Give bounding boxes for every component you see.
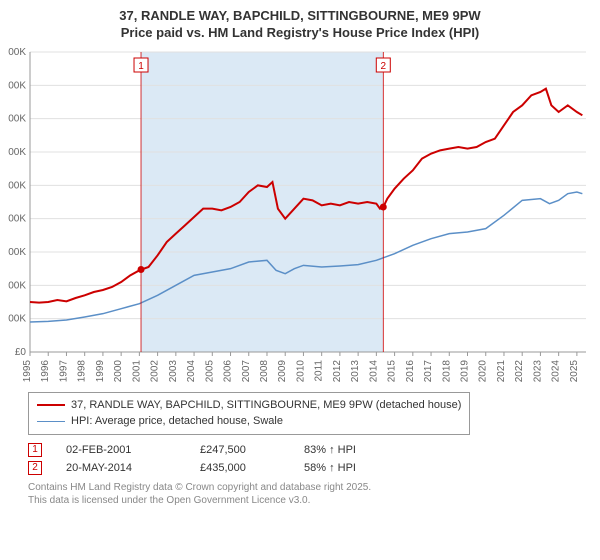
svg-text:1999: 1999 (95, 359, 106, 382)
svg-text:2012: 2012 (332, 359, 343, 382)
svg-text:2019: 2019 (460, 359, 471, 382)
svg-text:£0: £0 (15, 347, 27, 358)
svg-text:2025: 2025 (569, 359, 580, 382)
svg-text:2008: 2008 (259, 359, 270, 382)
svg-text:1: 1 (138, 61, 144, 72)
svg-text:2: 2 (381, 61, 387, 72)
svg-text:2018: 2018 (441, 359, 452, 382)
svg-text:£100K: £100K (8, 313, 26, 324)
title-line2: Price paid vs. HM Land Registry's House … (8, 25, 592, 42)
legend-label: HPI: Average price, detached house, Swal… (71, 413, 283, 430)
event-date: 20-MAY-2014 (66, 462, 176, 474)
event-marker: 1 (28, 443, 42, 457)
event-marker: 2 (28, 461, 42, 475)
attribution: Contains HM Land Registry data © Crown c… (28, 481, 592, 507)
svg-text:2016: 2016 (405, 359, 416, 382)
chart-area: £0 £100K £200K £300K £400K £500K £600K £700K £80… (8, 46, 592, 386)
attrib-line1: Contains HM Land Registry data © Crown c… (28, 481, 592, 494)
event-price: £247,500 (200, 444, 280, 456)
svg-text:£200K: £200K (8, 280, 26, 291)
svg-text:1998: 1998 (77, 359, 88, 382)
svg-text:2000: 2000 (113, 359, 124, 382)
svg-text:£900K: £900K (8, 47, 26, 58)
legend-item: HPI: Average price, detached house, Swal… (37, 413, 461, 430)
svg-text:2021: 2021 (496, 359, 507, 382)
svg-text:2013: 2013 (350, 359, 361, 382)
svg-text:£300K: £300K (8, 247, 26, 258)
attrib-line2: This data is licensed under the Open Gov… (28, 494, 592, 507)
svg-text:1995: 1995 (22, 359, 33, 382)
svg-text:£600K: £600K (8, 147, 26, 158)
line-chart: £0 £100K £200K £300K £400K £500K £600K £700K £80… (8, 46, 592, 386)
event-row: 2 20-MAY-2014 £435,000 58% ↑ HPI (28, 461, 592, 475)
svg-text:2006: 2006 (223, 359, 234, 382)
legend-swatch (37, 421, 65, 422)
svg-text:2009: 2009 (277, 359, 288, 382)
event-row: 1 02-FEB-2001 £247,500 83% ↑ HPI (28, 443, 592, 457)
event-price: £435,000 (200, 462, 280, 474)
svg-text:£500K: £500K (8, 180, 26, 191)
svg-text:2005: 2005 (204, 359, 215, 382)
legend-label: 37, RANDLE WAY, BAPCHILD, SITTINGBOURNE,… (71, 397, 461, 414)
svg-text:2001: 2001 (131, 359, 142, 382)
legend: 37, RANDLE WAY, BAPCHILD, SITTINGBOURNE,… (28, 392, 470, 435)
svg-text:2002: 2002 (150, 359, 161, 382)
svg-text:2011: 2011 (314, 359, 325, 381)
svg-text:2003: 2003 (168, 359, 179, 382)
event-list: 1 02-FEB-2001 £247,500 83% ↑ HPI 2 20-MAY-201… (28, 443, 592, 475)
event-date: 02-FEB-2001 (66, 444, 176, 456)
legend-item: 37, RANDLE WAY, BAPCHILD, SITTINGBOURNE,… (37, 397, 461, 414)
event-delta: 58% ↑ HPI (304, 462, 356, 474)
svg-text:£400K: £400K (8, 213, 26, 224)
svg-text:2022: 2022 (514, 359, 525, 382)
legend-swatch (37, 404, 65, 406)
title-line1: 37, RANDLE WAY, BAPCHILD, SITTINGBOURNE,… (8, 8, 592, 25)
svg-text:2015: 2015 (387, 359, 398, 382)
svg-text:2010: 2010 (295, 359, 306, 382)
svg-text:2007: 2007 (241, 359, 252, 382)
chart-title: 37, RANDLE WAY, BAPCHILD, SITTINGBOURNE,… (8, 8, 592, 42)
svg-text:2014: 2014 (368, 359, 379, 382)
svg-text:1996: 1996 (40, 359, 51, 382)
event-delta: 83% ↑ HPI (304, 444, 356, 456)
svg-text:£700K: £700K (8, 113, 26, 124)
svg-text:£800K: £800K (8, 80, 26, 91)
svg-text:2004: 2004 (186, 359, 197, 382)
svg-text:2020: 2020 (478, 359, 489, 382)
svg-text:2017: 2017 (423, 359, 434, 382)
svg-text:2023: 2023 (532, 359, 543, 382)
svg-text:2024: 2024 (551, 359, 562, 382)
svg-text:1997: 1997 (58, 359, 69, 382)
